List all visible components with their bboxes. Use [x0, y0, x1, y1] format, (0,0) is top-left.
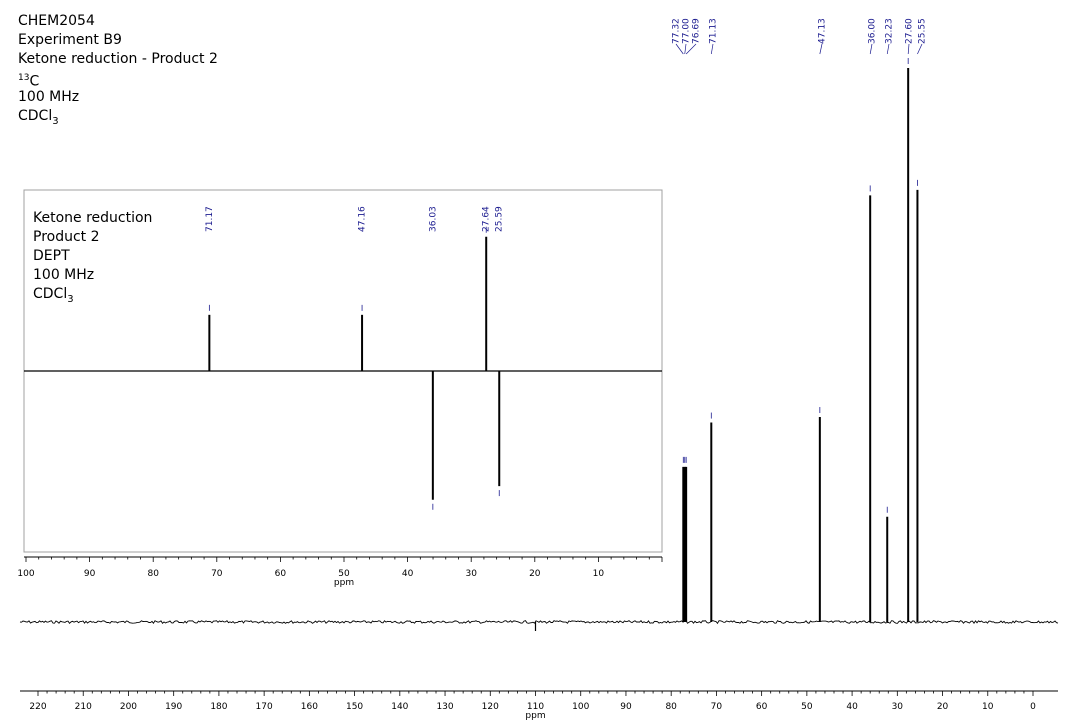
inset-peak-label: 47.16 — [358, 206, 368, 232]
spectrum-solvent: CDCl3 — [18, 107, 59, 131]
peak-label: 36.00 — [868, 18, 878, 44]
main-tick-label: 30 — [892, 702, 904, 712]
spectrum-title-course: CHEM2054 — [18, 13, 95, 29]
peak-label-leader — [907, 43, 910, 55]
solvent-name: CDCl — [18, 108, 53, 124]
main-baseline-trace — [19, 620, 1059, 625]
main-tick-label: 70 — [711, 702, 723, 712]
nucleus-mass: 13 — [18, 73, 30, 83]
inset-solvent-subscript: 3 — [67, 293, 74, 305]
peak-label-leader — [819, 43, 823, 55]
dept-inset-spectrum: 71.17 47.16 36.03 27.64 25.59 100 90 80 70 60 50 40… — [17, 206, 663, 588]
peak-label-leader — [869, 43, 873, 55]
inset-solvent-name: CDCl — [33, 286, 68, 302]
peak-label-leader — [886, 43, 890, 55]
main-tick-label: 160 — [301, 702, 318, 712]
inset-tick-label: 40 — [402, 569, 414, 579]
inset-tick-label: 20 — [529, 569, 541, 579]
main-tick-label: 0 — [1030, 702, 1036, 712]
inset-peak-label: 27.64 — [482, 206, 492, 232]
main-tick-label: 10 — [982, 702, 994, 712]
spectrum-title-experiment: Experiment B9 — [18, 32, 122, 48]
main-tick-label: 220 — [29, 702, 46, 712]
spectrum-nucleus: 13C — [18, 69, 39, 92]
inset-tick-label: 10 — [593, 569, 605, 579]
peak-label: 77.32 — [672, 18, 682, 44]
inset-solvent: CDCl3 — [33, 285, 74, 309]
main-tick-label: 210 — [75, 702, 92, 712]
inset-title-sample: Ketone reduction — [33, 210, 153, 226]
spectrum-title-sample: Ketone reduction - Product 2 — [18, 51, 218, 67]
peak-label: 47.13 — [818, 18, 828, 44]
inset-experiment-type: DEPT — [33, 248, 70, 264]
nucleus-symbol: C — [29, 73, 40, 90]
inset-tick-label: 80 — [147, 569, 159, 579]
main-tick-label: 150 — [346, 702, 363, 712]
main-spectrum: 77.32 77.00 76.69 71.13 47.13 36.00 32.23 27.60… — [19, 18, 1059, 721]
inset-tick-label: 100 — [17, 569, 34, 579]
inset-peak-label: 71.17 — [205, 206, 215, 232]
spectrum-frequency: 100 MHz — [18, 89, 80, 105]
inset-frequency: 100 MHz — [33, 267, 95, 283]
main-x-axis-label: ppm — [525, 711, 545, 721]
main-tick-label: 190 — [165, 702, 182, 712]
inset-tick-label: 30 — [465, 569, 477, 579]
inset-x-axis-label: ppm — [334, 578, 354, 588]
main-tick-label: 80 — [665, 702, 677, 712]
peak-label: 77.00 — [682, 18, 692, 44]
inset-tick-label: 60 — [275, 569, 287, 579]
peak-label: 25.55 — [918, 18, 928, 44]
peak-label: 71.13 — [709, 18, 719, 44]
main-tick-label: 140 — [391, 702, 408, 712]
peak-label: 27.60 — [905, 18, 915, 44]
inset-tick-label: 70 — [211, 569, 223, 579]
main-tick-label: 200 — [120, 702, 137, 712]
main-tick-label: 100 — [572, 702, 589, 712]
main-tick-label: 180 — [210, 702, 227, 712]
peak-label-leader — [917, 43, 923, 55]
inset-tick-label: 90 — [84, 569, 96, 579]
main-tick-label: 50 — [801, 702, 813, 712]
inset-peak-label: 25.59 — [495, 206, 505, 232]
inset-title-product: Product 2 — [33, 229, 100, 245]
main-tick-label: 60 — [756, 702, 768, 712]
peak-label-leader — [710, 43, 714, 55]
main-tick-label: 130 — [436, 702, 453, 712]
peak-label-leader — [684, 43, 687, 55]
main-tick-label: 170 — [256, 702, 273, 712]
peak-label-leader — [685, 43, 697, 55]
inset-peak-label: 36.03 — [428, 206, 438, 232]
main-tick-label: 120 — [482, 702, 499, 712]
main-tick-label: 110 — [527, 702, 544, 712]
main-tick-label: 90 — [620, 702, 632, 712]
solvent-subscript: 3 — [52, 115, 59, 127]
main-tick-label: 20 — [937, 702, 949, 712]
peak-label: 32.23 — [885, 18, 895, 44]
peak-label-leader — [675, 43, 684, 55]
inset-tick-label: 50 — [338, 569, 350, 579]
main-tick-label: 40 — [846, 702, 858, 712]
peak-label: 76.69 — [692, 18, 702, 44]
